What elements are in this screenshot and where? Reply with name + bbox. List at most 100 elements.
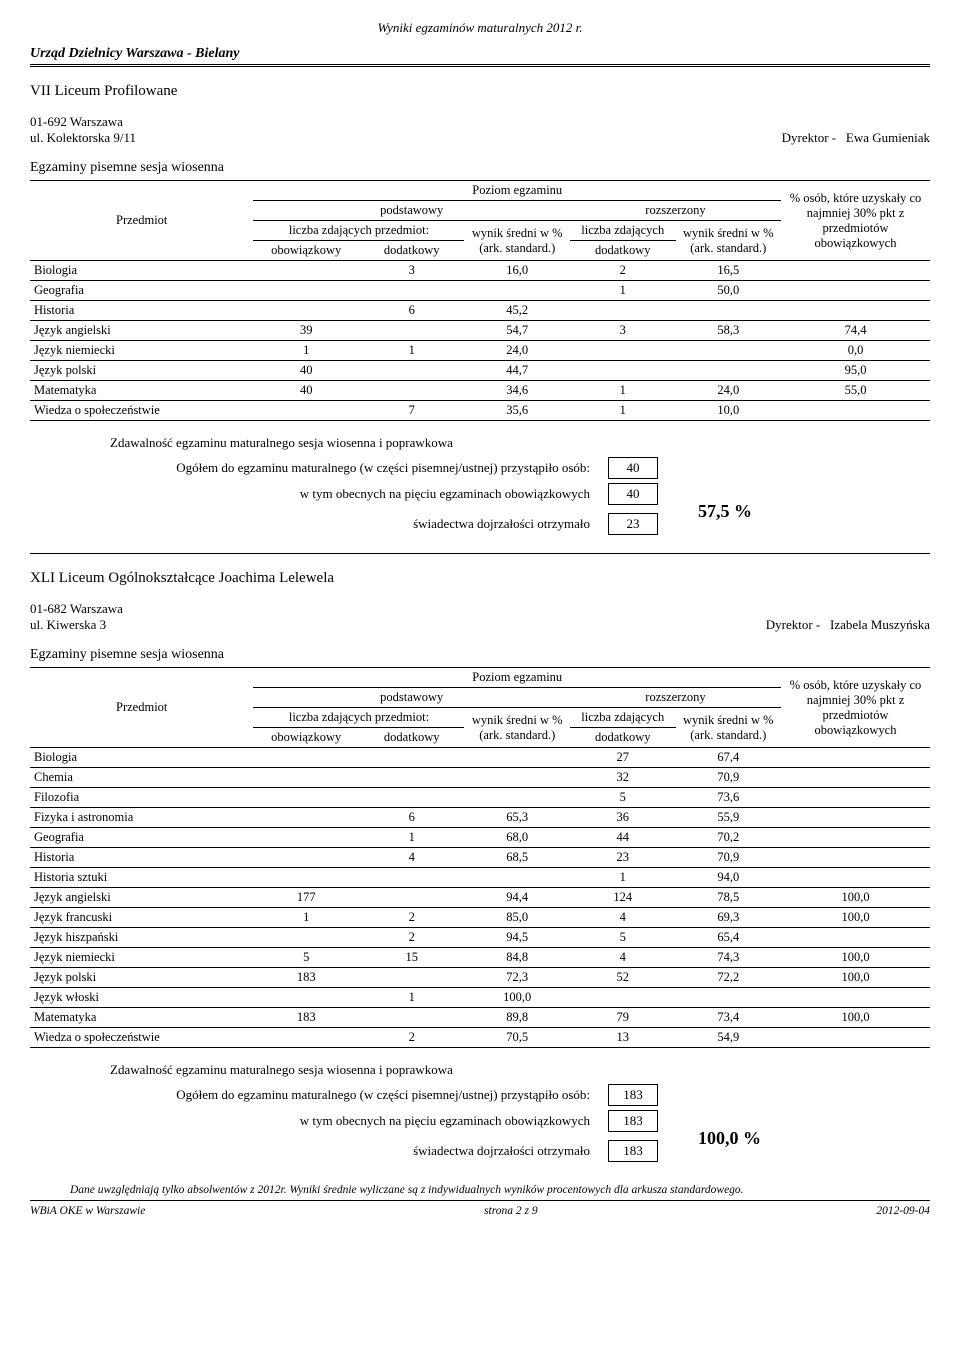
- cell: 32: [570, 768, 676, 788]
- cell: 6: [359, 301, 465, 321]
- cell: [570, 301, 676, 321]
- footer-mid: strona 2 z 9: [484, 1205, 538, 1217]
- footer-right: 2012-09-04: [876, 1205, 930, 1217]
- cell: Geografia: [30, 828, 253, 848]
- cell: 100,0: [781, 968, 930, 988]
- col-dod2: dodatkowy: [570, 728, 676, 748]
- cell: [676, 341, 782, 361]
- cell: 55,0: [781, 381, 930, 401]
- cell: 94,0: [676, 868, 782, 888]
- cell: 100,0: [781, 908, 930, 928]
- summary-wtym: w tym obecnych na pięciu egzaminach obow…: [110, 1113, 590, 1129]
- table-row: Wiedza o społeczeństwie270,51354,9: [30, 1028, 930, 1048]
- cell: 100,0: [781, 948, 930, 968]
- col-wynik-sredni: wynik średni w % (ark. standard.): [464, 221, 570, 261]
- doc-title: Wyniki egzaminów maturalnych 2012 r.: [30, 20, 930, 36]
- cell: [781, 848, 930, 868]
- cell: [359, 788, 465, 808]
- col-wynik-sredni2: wynik średni w % (ark. standard.): [676, 708, 782, 748]
- cell: Biologia: [30, 748, 253, 768]
- col-wynik-sredni2: wynik średni w % (ark. standard.): [676, 221, 782, 261]
- cell: 35,6: [464, 401, 570, 421]
- cell: [253, 748, 359, 768]
- txt: (ark. standard.): [690, 241, 766, 255]
- table-row: Język angielski3954,7358,374,4: [30, 321, 930, 341]
- cell: 13: [570, 1028, 676, 1048]
- cell: 44,7: [464, 361, 570, 381]
- cell: [359, 768, 465, 788]
- summary-pct: 100,0 %: [698, 1128, 761, 1149]
- cell: [359, 868, 465, 888]
- col-liczba-zd: liczba zdających: [570, 221, 676, 241]
- table-row: Język polski4044,795,0: [30, 361, 930, 381]
- cell: Wiedza o społeczeństwie: [30, 401, 253, 421]
- cell: 1: [253, 908, 359, 928]
- cell: [464, 788, 570, 808]
- col-rozszerzony: rozszerzony: [570, 688, 781, 708]
- addr-line: ul. Kolektorska 9/11: [30, 130, 136, 146]
- cell: 52: [570, 968, 676, 988]
- cell: 124: [570, 888, 676, 908]
- cell: 68,5: [464, 848, 570, 868]
- addr-line: 01-692 Warszawa: [30, 114, 136, 130]
- cell: 0,0: [781, 341, 930, 361]
- cell: [781, 261, 930, 281]
- txt: wynik średni w %: [472, 713, 563, 727]
- cell: 16,5: [676, 261, 782, 281]
- school-name: VII Liceum Profilowane: [30, 83, 930, 100]
- summary-title: Zdawalność egzaminu maturalnego sesja wi…: [110, 435, 930, 451]
- cell: Matematyka: [30, 1008, 253, 1028]
- office-name: Urząd Dzielnicy Warszawa - Bielany: [30, 46, 930, 62]
- cell: [781, 768, 930, 788]
- cell: Geografia: [30, 281, 253, 301]
- cell: [781, 928, 930, 948]
- col-osob: % osób, które uzyskały co najmniej 30% p…: [781, 181, 930, 261]
- table-row: Biologia316,0216,5: [30, 261, 930, 281]
- cell: 70,9: [676, 848, 782, 868]
- txt: (ark. standard.): [479, 728, 555, 742]
- cell: [359, 381, 465, 401]
- table-row: Matematyka4034,6124,055,0: [30, 381, 930, 401]
- cell: [253, 401, 359, 421]
- cell: [781, 788, 930, 808]
- cell: 73,4: [676, 1008, 782, 1028]
- cell: 89,8: [464, 1008, 570, 1028]
- cell: [781, 401, 930, 421]
- col-przedmiot: Przedmiot: [30, 668, 253, 748]
- cell: 54,7: [464, 321, 570, 341]
- cell: 84,8: [464, 948, 570, 968]
- cell: [781, 748, 930, 768]
- cell: Matematyka: [30, 381, 253, 401]
- table-row: Geografia150,0: [30, 281, 930, 301]
- cell: 73,6: [676, 788, 782, 808]
- col-obow: obowiązkowy: [253, 241, 359, 261]
- cell: [676, 988, 782, 1008]
- cell: 2: [359, 1028, 465, 1048]
- director-label: Dyrektor -: [782, 130, 837, 145]
- cell: [359, 321, 465, 341]
- cell: 1: [359, 988, 465, 1008]
- txt: (ark. standard.): [690, 728, 766, 742]
- col-dod: dodatkowy: [359, 728, 465, 748]
- cell: [359, 968, 465, 988]
- summary-value: 183: [608, 1110, 658, 1132]
- cell: 3: [359, 261, 465, 281]
- cell: 100,0: [464, 988, 570, 1008]
- cell: Filozofia: [30, 788, 253, 808]
- cell: Język angielski: [30, 888, 253, 908]
- cell: 55,9: [676, 808, 782, 828]
- cell: 79: [570, 1008, 676, 1028]
- cell: [253, 988, 359, 1008]
- cell: 1: [359, 341, 465, 361]
- cell: 72,3: [464, 968, 570, 988]
- cell: 1: [570, 401, 676, 421]
- summary-value: 23: [608, 513, 658, 535]
- cell: Język francuski: [30, 908, 253, 928]
- cell: 85,0: [464, 908, 570, 928]
- summary-swiad: świadectwa dojrzałości otrzymało: [110, 516, 590, 532]
- cell: 4: [570, 948, 676, 968]
- cell: [676, 301, 782, 321]
- table-row: Język polski18372,35272,2100,0: [30, 968, 930, 988]
- cell: Chemia: [30, 768, 253, 788]
- table-row: Historia468,52370,9: [30, 848, 930, 868]
